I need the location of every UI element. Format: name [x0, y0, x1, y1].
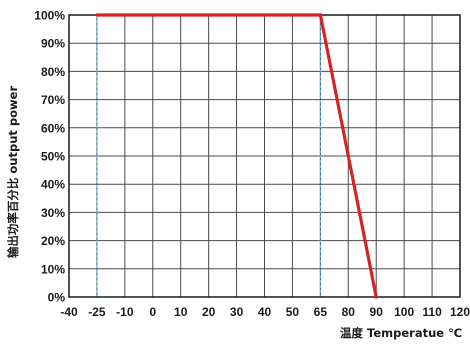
x-tick-label: 50: [286, 305, 300, 319]
data-point: [318, 13, 322, 17]
series-layer: [95, 13, 378, 299]
y-tick-label: 0%: [48, 291, 66, 305]
grid-layer: [69, 15, 460, 297]
x-tick-label: 0: [149, 305, 156, 319]
x-tick-label: 110: [422, 305, 442, 319]
tick-labels: -40 -25 -10 0 10 20 30 40 50 65 80 90 100 110 120 0% 10%…: [34, 9, 470, 320]
y-tick-label: 100%: [34, 9, 65, 23]
data-point: [95, 13, 99, 17]
y-tick-label: 40%: [41, 178, 65, 192]
x-tick-label: 65: [314, 305, 328, 319]
y-tick-label: 30%: [41, 206, 65, 220]
y-tick-label: 60%: [41, 121, 65, 135]
x-tick-label: 30: [230, 305, 244, 319]
y-tick-label: 70%: [41, 93, 65, 107]
x-tick-label: -10: [116, 305, 134, 319]
x-tick-label: 120: [450, 305, 470, 319]
x-tick-label: 10: [174, 305, 188, 319]
y-tick-label: 80%: [41, 65, 65, 79]
reference-lines: [96, 15, 321, 297]
y-tick-label: 90%: [41, 37, 65, 51]
x-tick-label: 90: [370, 305, 384, 319]
x-tick-label: 80: [342, 305, 356, 319]
y-tick-label: 50%: [41, 150, 65, 164]
x-tick-label: 20: [202, 305, 216, 319]
y-tick-label: 10%: [41, 262, 65, 276]
x-axis-label: 温度 Temperatue ℃: [340, 326, 462, 340]
y-tick-label: 20%: [41, 234, 65, 248]
x-tick-label: -40: [60, 305, 78, 319]
data-point: [374, 295, 378, 299]
x-tick-label: 40: [258, 305, 272, 319]
x-tick-label: -25: [88, 305, 106, 319]
y-axis-label: 输出功率百分比 output power: [6, 86, 20, 259]
x-tick-label: 100: [394, 305, 414, 319]
